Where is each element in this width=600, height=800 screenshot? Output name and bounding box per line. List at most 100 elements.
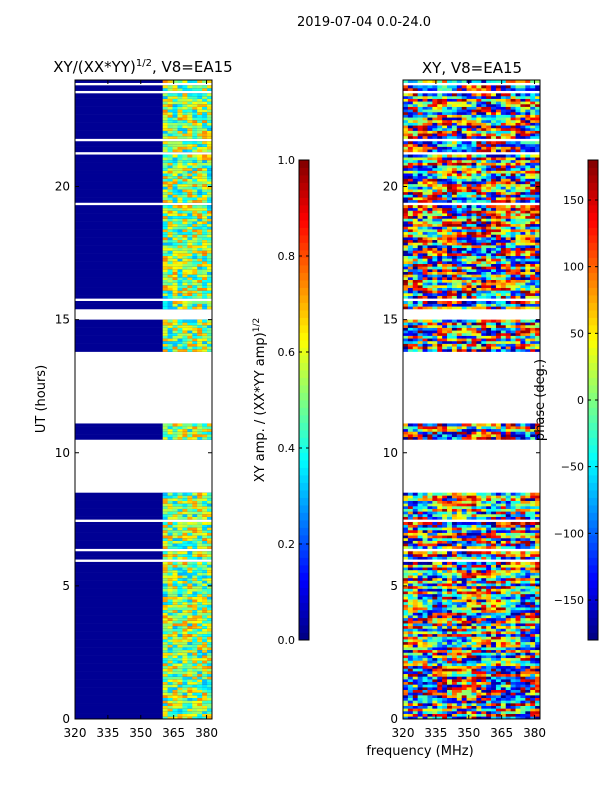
right-heatmap-cell (495, 324, 502, 328)
right-heatmap-cell (427, 713, 433, 717)
left-heatmap-cell (187, 346, 193, 350)
right-heatmap-cell (510, 673, 516, 677)
right-heatmap-cell (432, 593, 438, 597)
right-heatmap-cell (481, 703, 487, 706)
left-heatmap-cell (207, 553, 213, 557)
right-heatmap-cell (481, 695, 487, 698)
left-heatmap-cell (162, 535, 168, 539)
right-heatmap-cell (486, 426, 492, 430)
right-heatmap-cell (442, 348, 448, 352)
left-heatmap-cell (162, 95, 168, 99)
left-colorbar-tick-label: 0.0 (278, 634, 296, 647)
left-heatmap-cell (182, 599, 188, 603)
right-heatmap-cell (505, 343, 511, 347)
right-heatmap-cell (471, 673, 477, 677)
left-heatmap-cell (207, 271, 213, 275)
left-heatmap-cell (197, 205, 203, 209)
right-heatmap-cell (515, 705, 521, 709)
right-heatmap-cell (481, 612, 487, 616)
left-heatmap-cell (167, 676, 173, 680)
right-heatmap-cell (451, 671, 458, 675)
right-heatmap-cell (447, 545, 453, 549)
left-heatmap-cell (187, 532, 193, 536)
right-heatmap-cell (515, 652, 521, 656)
left-heatmap-row-base (75, 322, 212, 326)
right-heatmap-cell (510, 348, 516, 352)
left-heatmap-cell (202, 237, 208, 241)
left-heatmap-cell (162, 213, 168, 217)
left-heatmap-cell (172, 689, 178, 693)
right-heatmap-cell (500, 532, 507, 536)
right-heatmap-cell (427, 711, 433, 714)
left-heatmap-cell (202, 564, 208, 568)
left-heatmap-cell (192, 80, 198, 83)
left-heatmap-cell (172, 210, 178, 214)
left-heatmap-cell (187, 103, 193, 107)
right-heatmap-cell (471, 716, 477, 720)
left-heatmap-cell (207, 191, 213, 195)
left-heatmap-cell (167, 215, 173, 219)
right-heatmap-cell (403, 716, 409, 720)
left-heatmap-cell (187, 162, 193, 166)
right-heatmap-cell (407, 617, 414, 621)
right-heatmap-cell (530, 668, 536, 672)
right-heatmap-cell (481, 426, 487, 430)
left-heatmap-cell (162, 625, 168, 629)
left-heatmap-cell (192, 205, 198, 209)
left-heatmap-cell (202, 253, 208, 257)
right-heatmap-cell (471, 543, 477, 547)
left-heatmap-cell (167, 271, 173, 275)
right-heatmap-cell (520, 665, 526, 669)
left-heatmap-cell (192, 207, 198, 211)
right-heatmap-cell (432, 673, 438, 677)
right-heatmap-cell (535, 500, 541, 504)
left-heatmap-row-base (75, 287, 212, 291)
left-heatmap-cell (177, 498, 183, 501)
left-heatmap-cell (207, 623, 213, 627)
right-heatmap-cell (491, 545, 497, 549)
right-heatmap-cell (525, 343, 531, 347)
left-heatmap-cell (197, 655, 203, 659)
right-heatmap-cell (495, 644, 502, 648)
left-heatmap-cell (182, 495, 188, 499)
right-heatmap-cell (515, 620, 521, 624)
left-heatmap-row-base (75, 524, 212, 528)
left-heatmap-cell (167, 274, 173, 278)
right-heatmap-cell (432, 607, 438, 611)
right-heatmap-cell (451, 527, 458, 531)
right-heatmap-cell (495, 596, 502, 600)
left-heatmap-cell (182, 516, 188, 520)
right-heatmap-cell (525, 335, 531, 339)
right-heatmap-cell (481, 532, 487, 536)
right-heatmap-cell (520, 657, 526, 661)
right-heatmap-cell (447, 700, 453, 704)
left-heatmap-cell (182, 165, 188, 169)
right-heatmap-cell (466, 585, 472, 589)
right-heatmap-cell (442, 641, 448, 645)
right-heatmap-cell (476, 495, 482, 499)
left-heatmap-cell (182, 229, 188, 233)
left-heatmap-cell (202, 109, 208, 113)
left-heatmap-cell (182, 87, 188, 91)
right-heatmap-cell (447, 649, 453, 653)
left-heatmap-row-base (75, 245, 212, 249)
right-heatmap-cell (422, 628, 428, 632)
right-heatmap-cell (447, 330, 453, 334)
right-heatmap-cell (491, 681, 497, 685)
right-heatmap-cell (481, 623, 487, 627)
right-heatmap-cell (476, 322, 482, 326)
right-heatmap-cell (520, 327, 526, 331)
right-heatmap-cell (447, 434, 453, 438)
right-heatmap-cell (412, 615, 418, 619)
right-heatmap-cell (437, 498, 443, 501)
right-heatmap-cell (461, 572, 467, 576)
right-heatmap-cell (520, 567, 526, 571)
left-heatmap-cell (167, 223, 173, 227)
right-heatmap-cell (432, 577, 438, 581)
right-heatmap-cell (442, 300, 448, 304)
left-heatmap-cell (182, 431, 188, 435)
left-heatmap-cell (202, 111, 208, 115)
right-heatmap-cell (466, 300, 472, 304)
right-heatmap-cell (422, 322, 428, 326)
